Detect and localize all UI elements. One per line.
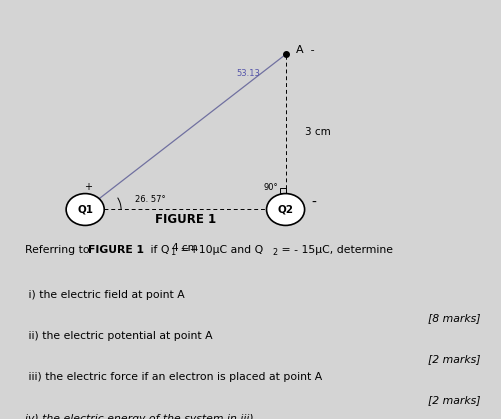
Text: FIGURE 1: FIGURE 1 <box>155 213 216 227</box>
Text: A  -: A - <box>296 45 314 55</box>
Text: if Q: if Q <box>147 245 169 255</box>
Text: Q1: Q1 <box>77 204 93 215</box>
Text: 2: 2 <box>272 248 277 257</box>
Circle shape <box>66 194 104 225</box>
Text: 1: 1 <box>170 248 175 257</box>
Text: 90°: 90° <box>263 183 278 192</box>
Text: =+10μC and Q: =+10μC and Q <box>177 245 263 255</box>
Bar <box>280 188 286 193</box>
Text: 26. 57°: 26. 57° <box>135 194 166 204</box>
Text: -: - <box>311 196 316 210</box>
Text: [8 marks]: [8 marks] <box>428 313 481 323</box>
Text: 53.13: 53.13 <box>236 69 260 78</box>
Text: [2 marks]: [2 marks] <box>428 354 481 365</box>
Text: Q2: Q2 <box>278 204 294 215</box>
Text: 4 cm: 4 cm <box>172 243 198 253</box>
Text: 3 cm: 3 cm <box>305 127 330 137</box>
Text: FIGURE 1: FIGURE 1 <box>88 245 144 255</box>
Text: = - 15μC, determine: = - 15μC, determine <box>278 245 393 255</box>
Text: +: + <box>84 182 92 192</box>
Circle shape <box>267 194 305 225</box>
Text: iii) the electric force if an electron is placed at point A: iii) the electric force if an electron i… <box>25 372 322 383</box>
Text: Referring to: Referring to <box>25 245 93 255</box>
Text: i) the electric field at point A: i) the electric field at point A <box>25 290 185 300</box>
Text: iv) the electric energy of the system in iii): iv) the electric energy of the system in… <box>25 414 254 419</box>
Text: [2 marks]: [2 marks] <box>428 396 481 406</box>
Text: ii) the electric potential at point A: ii) the electric potential at point A <box>25 331 213 341</box>
